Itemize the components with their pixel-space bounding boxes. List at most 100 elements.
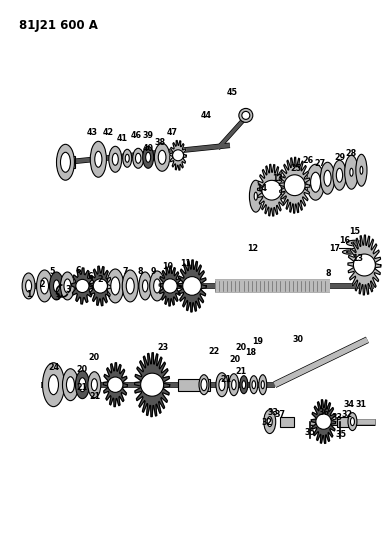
- Ellipse shape: [53, 280, 60, 292]
- Polygon shape: [178, 260, 206, 312]
- Text: 20: 20: [229, 356, 240, 364]
- Text: 23: 23: [158, 343, 169, 352]
- Ellipse shape: [43, 363, 64, 407]
- FancyBboxPatch shape: [338, 417, 349, 426]
- Text: 47: 47: [167, 128, 178, 137]
- Text: 10: 10: [163, 262, 174, 271]
- Text: 33: 33: [267, 408, 278, 417]
- Text: 31: 31: [356, 400, 367, 409]
- Ellipse shape: [343, 250, 356, 254]
- Circle shape: [316, 414, 331, 429]
- Text: 22: 22: [208, 348, 220, 356]
- Ellipse shape: [49, 375, 58, 394]
- Text: 5: 5: [50, 268, 55, 277]
- Text: 11: 11: [181, 259, 192, 268]
- Ellipse shape: [126, 278, 134, 294]
- Text: 45: 45: [226, 88, 238, 97]
- Ellipse shape: [79, 378, 86, 392]
- Text: 13: 13: [272, 174, 283, 183]
- Ellipse shape: [252, 381, 256, 389]
- Text: 36: 36: [318, 408, 329, 417]
- Ellipse shape: [90, 141, 106, 177]
- Text: 12: 12: [247, 244, 258, 253]
- Ellipse shape: [232, 379, 236, 390]
- Text: 18: 18: [245, 348, 256, 357]
- Ellipse shape: [347, 251, 352, 253]
- Ellipse shape: [310, 172, 321, 192]
- Text: 46: 46: [131, 131, 142, 140]
- Ellipse shape: [22, 273, 35, 299]
- Text: 9: 9: [151, 268, 156, 277]
- Ellipse shape: [219, 379, 225, 391]
- Ellipse shape: [333, 160, 346, 190]
- Text: 2: 2: [40, 280, 45, 289]
- Text: 6: 6: [88, 272, 93, 281]
- Ellipse shape: [348, 413, 357, 431]
- Text: 17: 17: [329, 244, 340, 253]
- Ellipse shape: [154, 143, 170, 171]
- Circle shape: [262, 180, 281, 200]
- Ellipse shape: [336, 168, 343, 182]
- Ellipse shape: [146, 152, 151, 162]
- Text: 16: 16: [339, 236, 350, 245]
- Circle shape: [284, 175, 305, 196]
- Circle shape: [163, 279, 177, 293]
- Ellipse shape: [136, 154, 141, 163]
- Text: 32: 32: [261, 418, 272, 427]
- Polygon shape: [134, 353, 170, 417]
- Text: 44: 44: [200, 111, 211, 120]
- Ellipse shape: [249, 180, 262, 212]
- Ellipse shape: [199, 375, 209, 394]
- Ellipse shape: [201, 379, 207, 391]
- Text: 81J21 600 A: 81J21 600 A: [19, 19, 98, 31]
- Ellipse shape: [107, 269, 124, 303]
- Text: 26: 26: [302, 156, 313, 165]
- Text: 33: 33: [331, 413, 342, 422]
- Text: 21: 21: [77, 383, 88, 392]
- Text: 2: 2: [98, 276, 103, 285]
- Ellipse shape: [95, 151, 102, 167]
- Ellipse shape: [324, 170, 331, 186]
- Ellipse shape: [122, 270, 138, 302]
- Ellipse shape: [25, 280, 32, 292]
- Ellipse shape: [216, 373, 228, 397]
- Text: 42: 42: [103, 128, 114, 137]
- Circle shape: [183, 277, 201, 295]
- Text: 37: 37: [274, 410, 285, 419]
- Ellipse shape: [347, 240, 363, 246]
- Circle shape: [108, 377, 123, 392]
- Text: 21: 21: [220, 375, 231, 384]
- Text: 15: 15: [349, 227, 360, 236]
- Ellipse shape: [239, 108, 253, 123]
- Ellipse shape: [350, 417, 354, 425]
- Text: 43: 43: [87, 128, 98, 137]
- Text: 35: 35: [304, 428, 315, 437]
- Text: 39: 39: [143, 131, 154, 140]
- Ellipse shape: [264, 410, 276, 433]
- Text: 27: 27: [314, 159, 325, 168]
- Ellipse shape: [345, 155, 358, 189]
- Ellipse shape: [242, 111, 250, 119]
- Ellipse shape: [267, 417, 272, 426]
- Polygon shape: [279, 157, 310, 213]
- Ellipse shape: [250, 376, 258, 394]
- Text: 24: 24: [48, 363, 59, 372]
- FancyBboxPatch shape: [178, 379, 210, 391]
- Polygon shape: [170, 140, 186, 170]
- Text: 3: 3: [55, 294, 60, 302]
- Text: 3: 3: [66, 286, 71, 294]
- Text: 41: 41: [117, 134, 128, 143]
- Text: 14: 14: [256, 184, 267, 193]
- Ellipse shape: [49, 272, 64, 300]
- Ellipse shape: [350, 168, 353, 176]
- Circle shape: [354, 254, 376, 276]
- Ellipse shape: [109, 147, 122, 172]
- Ellipse shape: [356, 154, 367, 186]
- Ellipse shape: [125, 154, 129, 162]
- Ellipse shape: [62, 369, 78, 401]
- Text: 13: 13: [352, 254, 363, 263]
- Ellipse shape: [150, 271, 165, 301]
- Text: 6: 6: [76, 266, 81, 276]
- Text: 38: 38: [154, 138, 166, 147]
- Ellipse shape: [36, 270, 53, 302]
